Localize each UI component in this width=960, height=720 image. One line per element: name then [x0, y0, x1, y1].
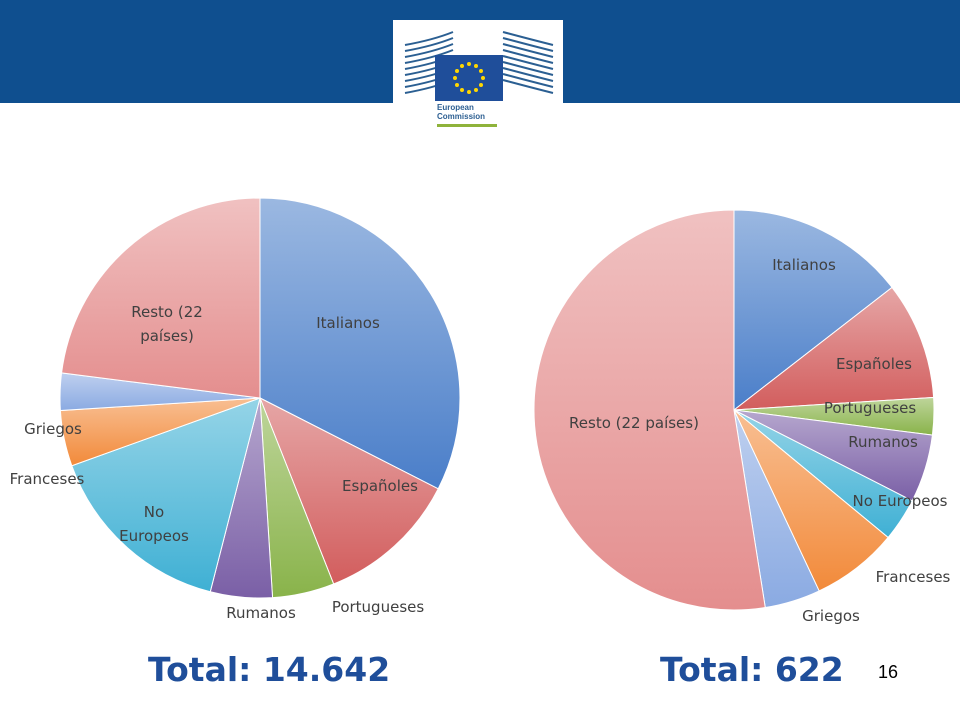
- logo-text: European Commission: [437, 103, 485, 121]
- right-label-espa-oles: Españoles: [836, 355, 912, 373]
- left-label-no-europeos: No Europeos: [119, 503, 189, 545]
- eu-stars-icon: [453, 62, 485, 94]
- pie-chart-left-svg: Italianos Españoles Portugueses Rumanos No Eu…: [10, 197, 461, 622]
- left-slice-espa-oles: [259, 396, 439, 585]
- right-label-resto-22-pa-ses: Resto (22 países): [569, 414, 699, 432]
- right-slice-resto-22-pa-ses: [533, 209, 766, 611]
- right-label-griegos: Griegos: [802, 607, 860, 625]
- left-label-rumanos: Rumanos: [226, 604, 296, 622]
- right-label-franceses: Franceses: [876, 568, 951, 586]
- left-label-franceses: Franceses: [10, 470, 85, 488]
- european-commission-logo: European Commission: [393, 20, 563, 138]
- page-number: 16: [878, 662, 899, 682]
- logo-underline: [437, 124, 497, 127]
- logo-text-line2: Commission: [437, 112, 486, 121]
- right-label-italianos: Italianos: [772, 256, 836, 274]
- left-slice-resto-22-pa-ses: [61, 197, 261, 399]
- right-label-rumanos: Rumanos: [848, 433, 918, 451]
- pie-chart-right: Italianos Españoles Portugueses Rumanos No E…: [480, 180, 960, 640]
- left-label-griegos: Griegos: [24, 420, 82, 438]
- right-slice-espa-oles: [732, 286, 935, 411]
- pie-chart-right-svg: Italianos Españoles Portugueses Rumanos No E…: [533, 209, 951, 625]
- left-slice-no-europeos: [71, 397, 261, 593]
- commission-building-icon: [404, 31, 554, 101]
- total-label-right: Total: 622: [660, 650, 844, 689]
- right-label-portugueses: Portugueses: [824, 399, 917, 417]
- left-label-italianos: Italianos: [316, 314, 380, 332]
- left-slice-italianos: [259, 197, 461, 490]
- total-label-left: Total: 14.642: [148, 650, 391, 689]
- logo-text-line1: European: [437, 103, 474, 112]
- left-label-resto-22-pa-ses: Resto (22 países): [131, 303, 203, 345]
- right-slice-italianos: [733, 209, 893, 412]
- left-label-portugueses: Portugueses: [332, 598, 425, 616]
- right-label-no-europeos: No Europeos: [853, 492, 948, 510]
- pie-chart-left: Italianos Españoles Portugueses Rumanos No Eu…: [0, 180, 480, 640]
- left-label-espa-oles: Españoles: [342, 477, 418, 495]
